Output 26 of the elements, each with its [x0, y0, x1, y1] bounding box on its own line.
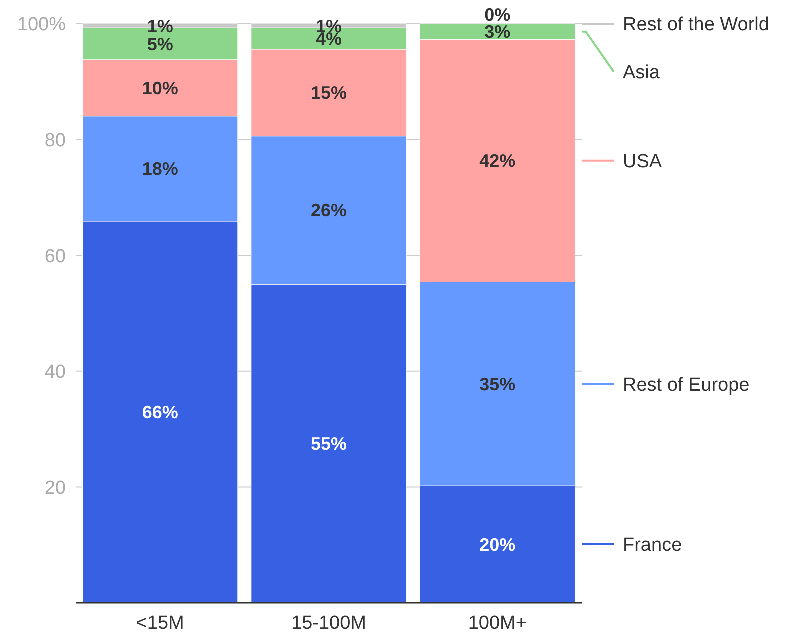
y-tick-label: 60 — [44, 246, 66, 268]
data-label: 55% — [310, 434, 348, 454]
x-tick-label: 15-100M — [292, 613, 366, 634]
data-label: 26% — [310, 200, 348, 221]
legend-label: Rest of the World — [623, 14, 770, 36]
x-tick-label: <15M — [136, 613, 184, 634]
legend-label: Rest of Europe — [623, 374, 750, 396]
data-label: 20% — [480, 534, 516, 555]
text: Asia — [623, 62, 660, 84]
y-tick-label: 20 — [44, 478, 66, 499]
data-label: 3% — [484, 22, 511, 42]
x-tick-label: 100M+ — [468, 613, 527, 634]
legend-label: USA — [623, 152, 662, 173]
data-label: 1% — [147, 16, 174, 36]
data-label: 66% — [142, 402, 178, 423]
text: France — [623, 535, 682, 556]
data-label: 35% — [480, 374, 516, 394]
data-label: 42% — [480, 151, 516, 172]
data-label: 15% — [310, 83, 348, 104]
data-label: 0% — [484, 5, 511, 25]
y-tick-label: 80 — [44, 130, 66, 152]
data-label: 5% — [147, 34, 174, 54]
data-label: 18% — [142, 159, 178, 180]
y-tick-label: 40 — [44, 362, 66, 384]
data-label: 10% — [142, 78, 178, 98]
y-tick-label: 100% — [17, 14, 66, 36]
